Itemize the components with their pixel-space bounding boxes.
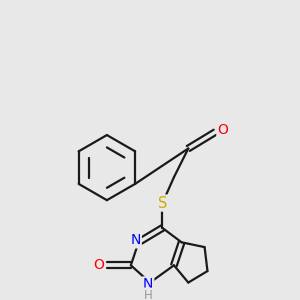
Text: N: N: [143, 278, 153, 292]
Text: O: O: [93, 258, 104, 272]
Text: O: O: [218, 123, 228, 137]
Text: S: S: [158, 196, 167, 211]
Text: N: N: [130, 233, 141, 248]
Text: H: H: [144, 289, 152, 300]
